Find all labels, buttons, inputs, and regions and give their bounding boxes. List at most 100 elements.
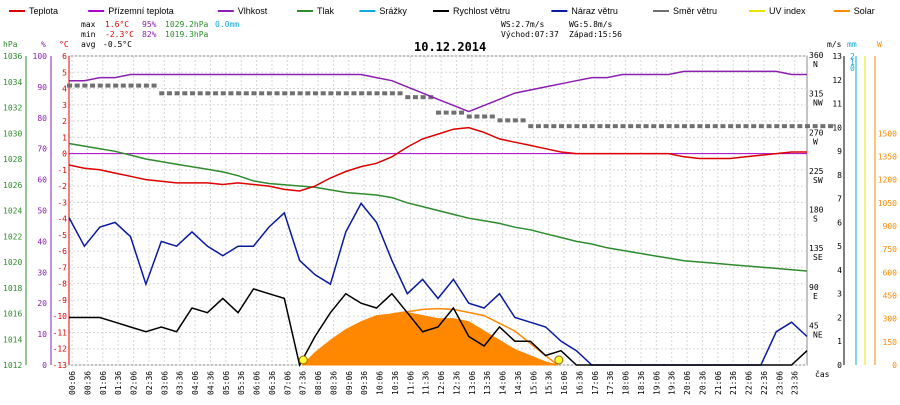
x-tick-label: 08:06 [314, 371, 323, 395]
direction-mark [220, 91, 226, 96]
pressure-tick-label: 1034 [3, 78, 22, 87]
humidity-tick-label: 30 [37, 268, 47, 277]
direction-mark [451, 110, 457, 115]
x-tick-label: 13:06 [468, 371, 477, 395]
direction-tick-label: N [813, 60, 818, 69]
legend-label: Tlak [317, 6, 335, 16]
solar-tick-label: 1050 [878, 199, 897, 208]
direction-mark [743, 124, 749, 129]
direction-mark [105, 83, 111, 88]
pressure-tick-label: 1036 [3, 52, 22, 61]
axes-layer: 00:06 00:36 01:06 01:36 02:06 02:36 03:06 03:36… [3, 51, 897, 395]
unit-w: W [877, 40, 882, 49]
temp-tick-label: -10 [53, 312, 68, 321]
sun-marker [298, 355, 308, 365]
x-tick-label: 14:06 [499, 371, 508, 395]
direction-mark [251, 91, 257, 96]
direction-tick-label: 180 [809, 206, 824, 215]
legend-label: Teplota [29, 6, 58, 16]
solar-theoretical-line [302, 307, 559, 366]
stat-ws: WS:2.7m/s [501, 20, 545, 29]
temp-tick-label: -6 [57, 247, 67, 256]
direction-mark [336, 91, 342, 96]
direction-mark [635, 124, 641, 129]
legend-label: Náraz větru [571, 6, 618, 16]
temp-tick-label: 0 [62, 150, 67, 159]
stat-min-label: min [81, 30, 96, 39]
humidity-tick-label: 10 [37, 330, 47, 339]
direction-mark [443, 110, 449, 115]
x-tick-label: 06:36 [268, 371, 277, 395]
x-tick-label: 09:06 [345, 371, 354, 395]
legend-label: Přízemní teplota [108, 6, 174, 16]
direction-mark [520, 118, 526, 123]
temp-tick-label: -5 [57, 231, 67, 240]
direction-mark [497, 118, 503, 123]
humidity-tick-label: 20 [37, 299, 47, 308]
direction-mark [751, 124, 757, 129]
direction-mark [374, 91, 380, 96]
direction-mark [459, 110, 465, 115]
direction-mark [774, 124, 780, 129]
direction-mark [266, 91, 272, 96]
legend-label: Srážky [379, 6, 407, 16]
unit-pct: % [41, 40, 46, 49]
direction-tick-label: SW [813, 176, 823, 185]
x-tick-label: 20:06 [683, 371, 692, 395]
direction-tick-label: 225 [809, 167, 824, 176]
x-tick-label: 22:06 [745, 371, 754, 395]
x-tick-label: 10:06 [376, 371, 385, 395]
x-tick-label: 11:06 [406, 371, 415, 395]
direction-mark [328, 91, 334, 96]
direction-mark [566, 124, 572, 129]
direction-mark [213, 91, 219, 96]
direction-mark [67, 83, 72, 88]
direction-mark [489, 114, 495, 119]
direction-mark [674, 124, 680, 129]
direction-mark [551, 124, 557, 129]
direction-mark [797, 124, 803, 129]
direction-tick-label: 270 [809, 128, 824, 137]
solar-tick-label: 900 [883, 222, 898, 231]
direction-mark [474, 114, 480, 119]
direction-mark [828, 124, 834, 129]
wind-tick-label: 10 [832, 123, 842, 132]
direction-mark [720, 124, 726, 129]
direction-mark [305, 91, 311, 96]
x-tick-label: 08:36 [329, 371, 338, 395]
solar-tick-label: 1200 [878, 176, 897, 185]
direction-mark [789, 124, 795, 129]
wind-tick-label: 5 [837, 242, 842, 251]
pressure-tick-label: 1016 [3, 310, 22, 319]
solar-tick-label: 450 [883, 291, 898, 300]
humidity-line [69, 70, 807, 113]
x-tick-label: 19:06 [652, 371, 661, 395]
x-tick-label: 12:36 [452, 371, 461, 395]
stat-max-press: 1029.2hPa [165, 20, 209, 29]
direction-mark [466, 114, 472, 119]
direction-mark [389, 91, 395, 96]
axis-unit-headers: hPa % °C m/s mm W čas [3, 40, 882, 379]
x-tick-label: 22:36 [760, 371, 769, 395]
direction-mark [197, 91, 203, 96]
direction-mark [705, 124, 711, 129]
direction-mark [482, 114, 488, 119]
stat-avg-temp: -0.5°C [103, 40, 132, 49]
humidity-tick-label: 60 [37, 176, 47, 185]
solar-tick-label: 150 [883, 338, 898, 347]
direction-mark [666, 124, 672, 129]
wind-tick-label: 12 [832, 76, 842, 85]
direction-mark [559, 124, 564, 129]
direction-mark [289, 91, 295, 96]
x-tick-label: 07:36 [299, 371, 308, 395]
temp-tick-label: 6 [62, 52, 67, 61]
direction-mark [166, 91, 172, 96]
direction-mark [605, 124, 611, 129]
direction-tick-label: NW [813, 99, 823, 108]
pressure-tick-label: 1014 [3, 335, 22, 344]
pressure-tick-label: 1028 [3, 155, 22, 164]
direction-tick-label: 45 [809, 321, 819, 330]
x-tick-label: 17:06 [591, 371, 600, 395]
x-tick-label: 00:06 [68, 371, 77, 395]
